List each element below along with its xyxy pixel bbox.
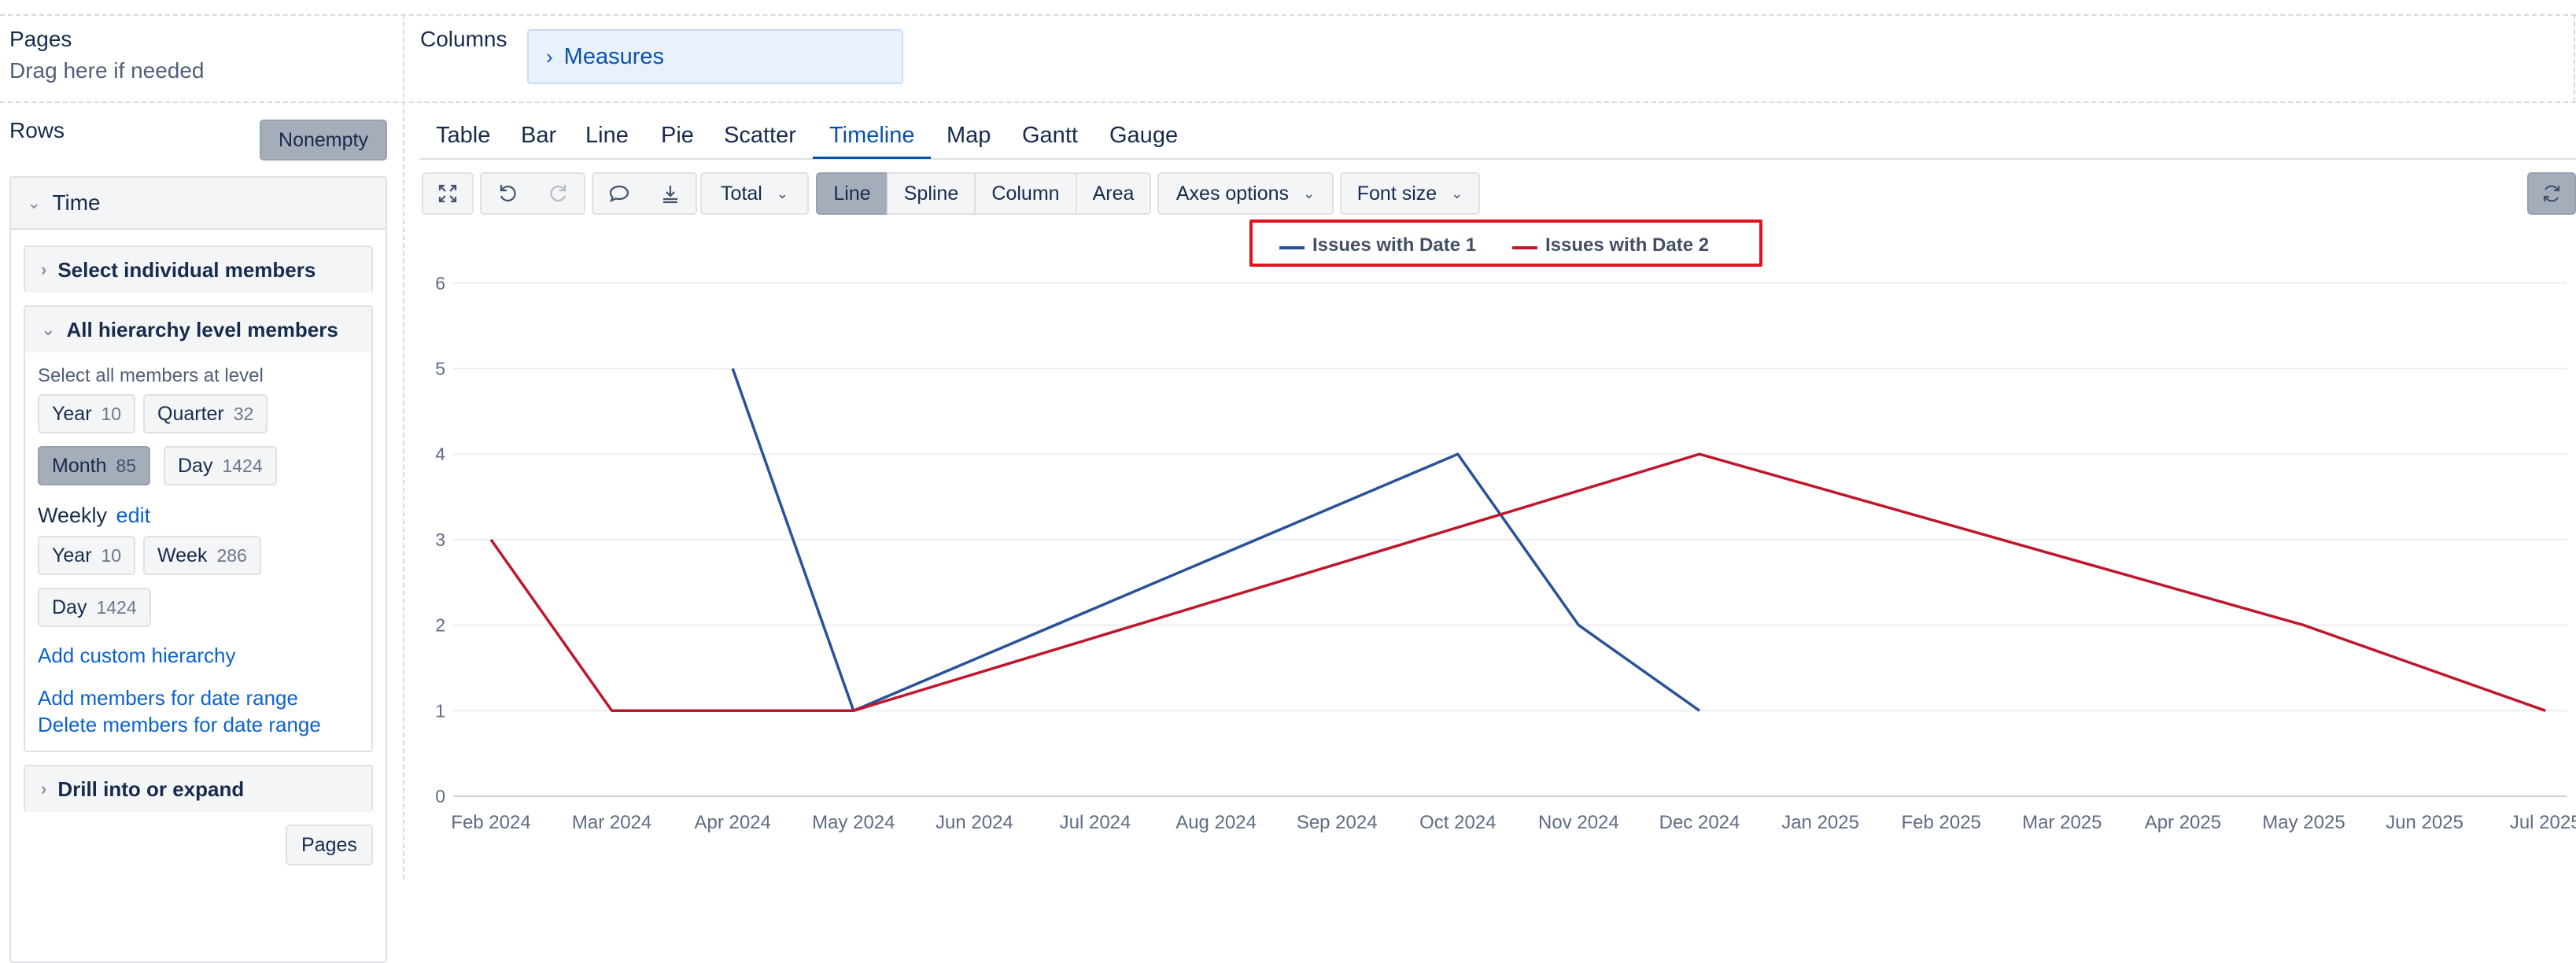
x-tick-label: Jul 2024 bbox=[1060, 812, 1131, 833]
legend-item-date-2[interactable]: Issues with Date 2 bbox=[1545, 234, 1709, 256]
y-tick-label: 3 bbox=[435, 529, 445, 550]
legend-swatch-date-1 bbox=[1279, 246, 1305, 249]
y-tick-label: 6 bbox=[435, 273, 445, 293]
x-tick-label: Jan 2025 bbox=[1781, 812, 1859, 833]
x-tick-label: Sep 2024 bbox=[1297, 812, 1378, 833]
series-line-2 bbox=[491, 454, 2545, 710]
legend-swatch-date-2 bbox=[1512, 246, 1537, 249]
x-tick-label: Jul 2025 bbox=[2510, 812, 2576, 833]
y-tick-label: 5 bbox=[435, 359, 445, 379]
x-tick-label: May 2024 bbox=[812, 812, 895, 833]
x-tick-label: Mar 2024 bbox=[572, 812, 651, 833]
x-tick-label: May 2025 bbox=[2262, 812, 2345, 833]
y-tick-label: 0 bbox=[435, 786, 445, 806]
x-tick-label: Mar 2025 bbox=[2022, 812, 2102, 833]
x-tick-label: Nov 2024 bbox=[1538, 812, 1619, 833]
x-tick-label: Dec 2024 bbox=[1659, 812, 1740, 833]
y-tick-label: 1 bbox=[435, 700, 445, 721]
y-tick-label: 2 bbox=[435, 615, 445, 636]
x-tick-label: Oct 2024 bbox=[1419, 812, 1496, 833]
x-tick-label: Feb 2025 bbox=[1901, 812, 1980, 833]
x-tick-label: Apr 2024 bbox=[694, 812, 770, 833]
timeline-chart: 0 1 2 3 4 5 6 Feb 2024 Mar 2024 Apr 2024 May 2024 J… bbox=[0, 0, 2576, 876]
legend-item-date-1[interactable]: Issues with Date 1 bbox=[1312, 234, 1476, 256]
x-tick-label: Jun 2025 bbox=[2386, 812, 2463, 833]
x-tick-label: Aug 2024 bbox=[1175, 812, 1257, 833]
x-tick-label: Apr 2025 bbox=[2145, 812, 2221, 833]
x-tick-label: Feb 2024 bbox=[451, 812, 530, 833]
y-tick-label: 4 bbox=[435, 444, 445, 464]
x-tick-label: Jun 2024 bbox=[936, 812, 1013, 833]
